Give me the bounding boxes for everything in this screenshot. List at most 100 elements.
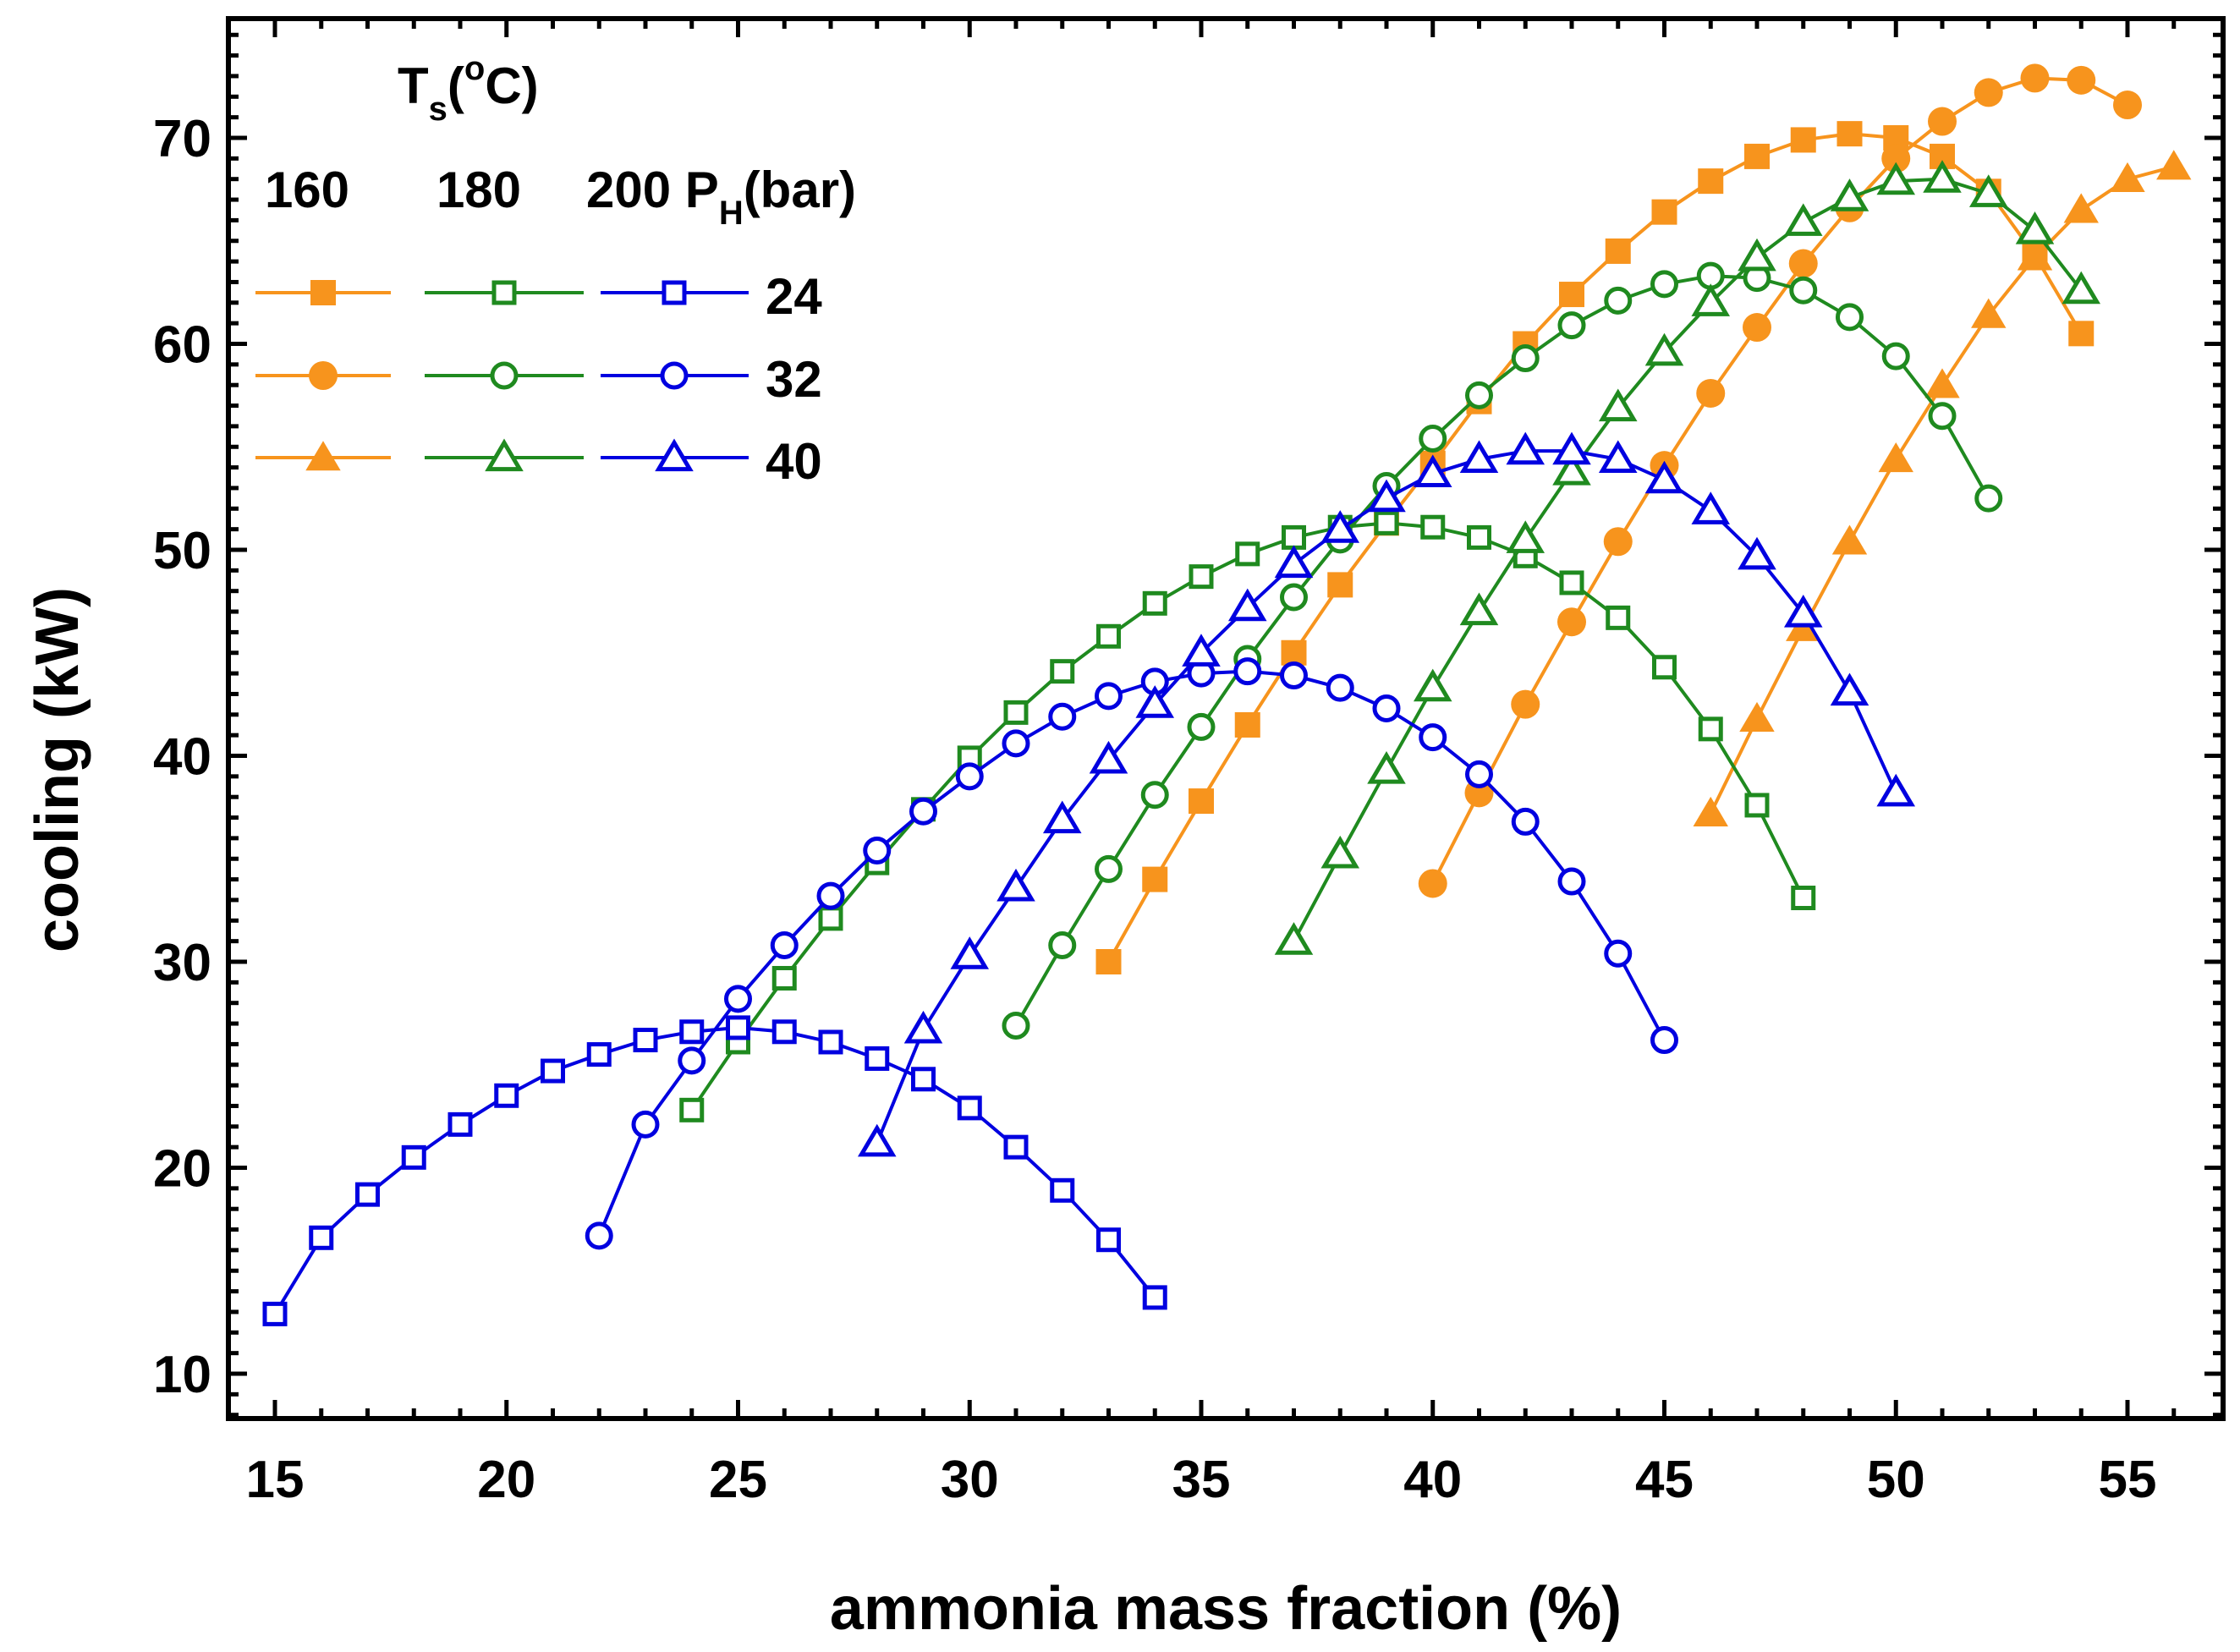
legend-col-200-ph: 200 PH(bar): [586, 162, 856, 232]
data-point: [1644, 460, 1684, 494]
legend-ts-sup: o: [464, 50, 485, 87]
data-point: [1465, 381, 1493, 409]
data-point: [1459, 440, 1499, 473]
data-point: [1928, 402, 1957, 431]
data-point: [903, 1010, 943, 1044]
data-point: [1234, 711, 1260, 738]
data-point: [494, 1083, 519, 1108]
data-point: [1650, 270, 1678, 299]
data-point: [1974, 78, 2003, 107]
data-point: [1274, 545, 1314, 579]
data-point: [1691, 283, 1731, 316]
data-point: [309, 1225, 334, 1250]
data-point: [1557, 311, 1586, 340]
data-point: [1789, 276, 1818, 305]
x-axis-label: ammonia mass fraction (%): [830, 1575, 1622, 1643]
x-tick-label: 30: [941, 1451, 999, 1509]
data-point: [679, 1019, 705, 1045]
data-point: [1971, 298, 2007, 328]
legend: Ts(oC) 160 180 200 PH(bar) 24 32 40: [255, 50, 856, 490]
data-point: [1552, 431, 1591, 465]
data-point: [1557, 867, 1586, 896]
data-point: [1459, 592, 1499, 626]
data-point: [541, 1058, 565, 1084]
data-point: [1413, 668, 1452, 702]
data-point: [950, 936, 990, 969]
data-point: [1280, 661, 1308, 690]
data-point: [633, 1028, 658, 1053]
x-tick-label: 35: [1172, 1451, 1231, 1509]
data-point: [1419, 723, 1447, 752]
data-point: [1743, 313, 1771, 343]
series-line: [1709, 165, 2175, 815]
ticks-layer: 15 20 25 30 35 40 45 50 55 10 20 30 40 50 60 70: [153, 19, 2223, 1509]
data-point: [1327, 572, 1353, 598]
data-point: [1876, 162, 1916, 195]
data-point: [1506, 431, 1545, 465]
series-line: [597, 669, 1666, 1237]
data-point: [1320, 835, 1360, 869]
data-point: [2062, 271, 2101, 305]
legend-ph-sub: H: [719, 195, 744, 232]
data-point: [2156, 150, 2192, 180]
data-point: [1050, 659, 1075, 684]
data-point: [1598, 440, 1638, 473]
data-point: [2063, 193, 2099, 223]
data-point: [1326, 673, 1354, 702]
data-point: [1042, 800, 1082, 834]
data-point: [2020, 63, 2050, 93]
data-point: [585, 1221, 613, 1250]
series-line: [1430, 76, 2128, 885]
plot-frame: [226, 16, 2226, 1421]
series-line: [1106, 132, 2083, 963]
data-point: [586, 1042, 612, 1067]
data-point: [1374, 510, 1399, 535]
plot-layer: [262, 63, 2192, 1326]
legend-row-24: 24: [766, 268, 822, 325]
data-point: [1419, 425, 1447, 453]
legend-marker-180-24: [491, 280, 517, 305]
data-point: [1089, 740, 1128, 774]
data-point: [1048, 702, 1077, 731]
data-point: [1235, 541, 1260, 567]
data-point: [1698, 168, 1724, 195]
data-point: [1142, 866, 1168, 892]
data-point: [1233, 657, 1262, 686]
legend-marker-160-24: [310, 280, 336, 305]
data-point: [1320, 510, 1360, 543]
data-point: [1367, 751, 1406, 784]
data-point: [1744, 793, 1770, 818]
y-tick-label: 40: [153, 728, 211, 787]
series-160-32: [1418, 63, 2142, 898]
series-160-40: [1693, 150, 2192, 826]
data-point: [1783, 594, 1823, 628]
data-point: [1651, 199, 1677, 225]
data-point: [1836, 121, 1863, 147]
legend-ts-sub: s: [429, 91, 447, 128]
data-point: [955, 762, 984, 791]
data-point: [1135, 685, 1175, 718]
series-200-32: [585, 657, 1678, 1250]
data-point: [1140, 781, 1169, 810]
legend-col-200: 200: [586, 162, 671, 218]
data-point: [1003, 700, 1029, 725]
series-200-24: [262, 1015, 1167, 1326]
data-point: [1738, 536, 1776, 570]
data-point: [1280, 583, 1308, 612]
series-180-32: [1002, 261, 2003, 1040]
data-point: [1511, 689, 1540, 719]
data-point: [1003, 1134, 1029, 1160]
data-point: [1650, 1026, 1678, 1055]
data-point: [1691, 491, 1731, 524]
data-point: [818, 906, 843, 931]
legend-ts-unit: C): [485, 58, 538, 114]
data-point: [1095, 949, 1122, 974]
data-point: [1142, 1285, 1167, 1310]
data-point: [1274, 922, 1314, 955]
legend-row-32: 32: [766, 351, 822, 408]
data-point: [1696, 378, 1726, 408]
data-point: [1881, 342, 1910, 370]
x-tick-label: 40: [1403, 1451, 1462, 1509]
data-point: [1511, 344, 1540, 373]
